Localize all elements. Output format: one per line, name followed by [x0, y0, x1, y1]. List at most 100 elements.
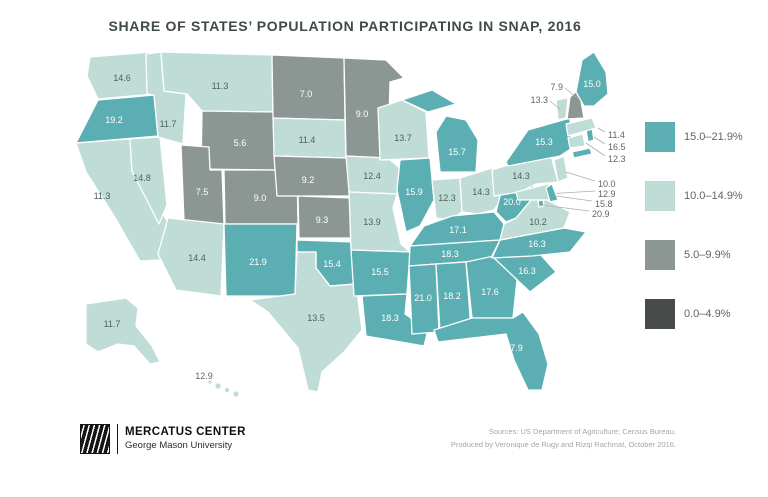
state-value-label: 11.4 [608, 130, 625, 140]
callout-line [593, 136, 606, 145]
legend-item-1: 10.0–14.9% [645, 181, 743, 211]
legend-item-2: 5.0–9.9% [645, 240, 743, 270]
state-value-label: 18.3 [381, 313, 399, 323]
source-credits: Sources: US Department of Agriculture; C… [451, 426, 676, 452]
state-value-label: 13.5 [307, 313, 325, 323]
state-value-label: 16.3 [528, 239, 546, 249]
callout-line [565, 171, 596, 182]
state-value-label: 11.3 [94, 191, 111, 201]
callout-line [541, 204, 590, 212]
callout-line [549, 100, 562, 111]
state-value-label: 9.3 [316, 215, 329, 225]
state-ma: 11.4 [565, 117, 625, 140]
state-nv: 14.8 [129, 136, 168, 225]
brand-divider [117, 424, 118, 454]
state-vt: 13.3 [530, 95, 569, 121]
state-value-label: 11.7 [160, 119, 177, 129]
state-shape [157, 217, 225, 297]
state-value-label: 10.0 [598, 179, 616, 189]
callout-line [555, 195, 593, 202]
state-wy: 5.6 [200, 110, 276, 171]
state-value-label: 13.7 [394, 133, 412, 143]
state-value-label: 12.4 [363, 171, 381, 181]
state-value-label: 13.3 [530, 95, 548, 105]
state-fl: 17.9 [433, 311, 549, 391]
brand-title: MERCATUS CENTER [125, 426, 246, 439]
legend-label-bin-0: 15.0–21.9% [684, 131, 743, 143]
footer: MERCATUS CENTER George Mason University … [80, 424, 676, 454]
state-value-label: 20.0 [503, 197, 521, 207]
state-shape [396, 157, 435, 233]
source-line-2: Produced by Veronique de Rugy and Rizqi … [450, 440, 676, 449]
state-value-label: 15.8 [595, 199, 613, 209]
state-ak: 11.7 [85, 297, 161, 365]
state-value-label: 17.1 [449, 225, 467, 235]
state-value-label: 5.6 [234, 138, 247, 148]
state-value-label: 15.7 [448, 147, 466, 157]
state-shape [129, 136, 168, 225]
state-value-label: 12.3 [608, 154, 626, 164]
state-value-label: 15.3 [535, 137, 553, 147]
state-shape [553, 155, 569, 183]
state-value-label: 18.3 [441, 249, 459, 259]
state-value-label: 11.7 [104, 319, 121, 329]
legend: 15.0–21.9% 10.0–14.9% 5.0–9.9% 0.0–4.9% [645, 122, 743, 358]
state-value-label: 17.9 [505, 343, 523, 353]
brand-text: MERCATUS CENTER George Mason University [125, 426, 246, 451]
state-value-label: 15.4 [323, 259, 341, 269]
state-nj: 10.0 [553, 155, 616, 189]
state-shape [567, 133, 586, 149]
state-sd: 11.4 [272, 117, 347, 159]
legend-item-0: 15.0–21.9% [645, 122, 743, 152]
state-hi: 12.9 [195, 371, 240, 398]
state-shape [555, 97, 569, 121]
state-me: 15.0 [575, 51, 609, 107]
state-tx: 13.5 [249, 251, 363, 393]
chart-title: SHARE OF STATES’ POPULATION PARTICIPATIN… [108, 18, 582, 34]
state-value-label: 14.3 [512, 171, 530, 181]
legend-item-3: 0.0–4.9% [645, 299, 743, 329]
state-shape [433, 311, 549, 391]
state-in: 12.3 [431, 177, 463, 221]
state-value-label: 14.4 [188, 253, 206, 263]
legend-label-bin-2: 5.0–9.9% [684, 249, 731, 261]
state-az: 14.4 [157, 217, 225, 297]
callout-line [564, 87, 578, 99]
state-value-label: 16.5 [608, 142, 626, 152]
state-shape [377, 99, 430, 161]
state-value-label: 9.2 [302, 175, 315, 185]
state-value-label: 9.0 [254, 193, 267, 203]
state-ar: 15.5 [350, 249, 411, 297]
state-value-label: 21.9 [249, 257, 267, 267]
state-shape [85, 297, 161, 365]
state-shape [86, 51, 155, 100]
state-value-label: 14.3 [472, 187, 490, 197]
callout-line [597, 127, 606, 133]
state-value-label: 14.6 [113, 73, 131, 83]
state-ct: 12.3 [567, 133, 626, 164]
state-value-label: 18.2 [443, 291, 461, 301]
state-value-label: 7.5 [196, 187, 209, 197]
mercatus-brand: MERCATUS CENTER George Mason University [80, 424, 246, 454]
state-shape [271, 54, 346, 121]
state-shape [249, 251, 363, 393]
state-value-label: 14.8 [133, 173, 151, 183]
mercatus-logo-icon [80, 424, 110, 454]
state-shape [575, 51, 609, 107]
state-mi: 15.7 [401, 89, 479, 173]
state-nd: 7.0 [271, 54, 346, 121]
state-shape [465, 255, 518, 319]
state-wa: 14.6 [86, 51, 155, 100]
state-wi: 13.7 [377, 99, 430, 161]
state-value-label: 7.0 [300, 89, 313, 99]
state-dc: 20.9 [537, 199, 610, 219]
state-il: 15.9 [396, 157, 435, 233]
state-shape [565, 117, 597, 137]
state-value-label: 11.3 [212, 81, 229, 91]
state-ms: 21.0 [408, 263, 440, 335]
state-shape [401, 89, 457, 113]
legend-label-bin-1: 10.0–14.9% [684, 190, 743, 202]
state-value-label: 12.3 [438, 193, 456, 203]
